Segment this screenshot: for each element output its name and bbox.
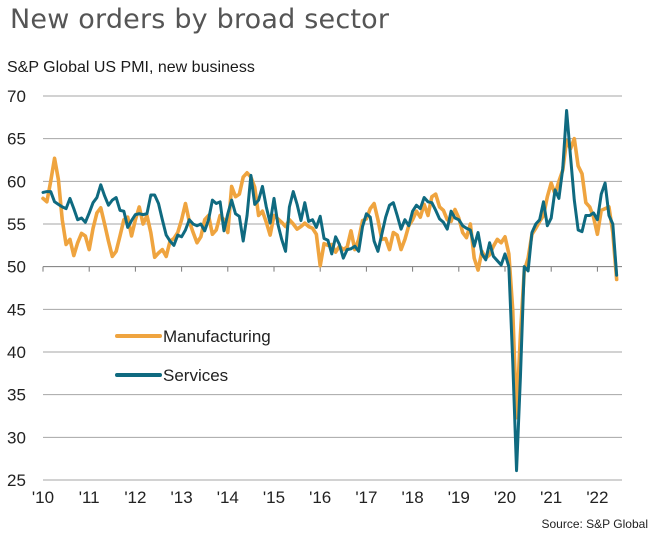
x-tick-label: '15: [263, 488, 285, 507]
y-tick-label: 35: [7, 386, 26, 405]
chart-title: New orders by broad sector: [10, 4, 390, 35]
legend-label-manufacturing: Manufacturing: [163, 327, 271, 346]
x-tick-label: '18: [402, 488, 424, 507]
y-tick-label: 30: [7, 428, 26, 447]
x-tick-label: '11: [79, 488, 100, 507]
x-tick-label: '19: [448, 488, 470, 507]
gridlines: [43, 95, 622, 481]
x-tick-label: '13: [171, 488, 193, 507]
series-lines: [41, 109, 619, 473]
legend: Manufacturing Services: [115, 327, 271, 385]
x-tick-label: '12: [124, 488, 146, 507]
y-axis: 25 30 35 40 45 50 55 60 65 70: [7, 87, 26, 490]
x-tick-label: '16: [309, 488, 331, 507]
chart-subtitle: S&P Global US PMI, new business: [7, 59, 255, 76]
source-note: Source: S&P Global: [541, 517, 648, 531]
x-tick-label: '17: [355, 488, 377, 507]
x-axis: '10 '11 '12 '13 '14 '15 '16 '17 '18 '19 '20 '21 '22: [32, 266, 608, 507]
y-tick-label: 65: [7, 130, 26, 149]
y-tick-label: 40: [7, 343, 26, 362]
x-tick-label: '10: [32, 488, 54, 507]
x-tick-label: '20: [494, 488, 516, 507]
y-tick-label: 70: [7, 87, 26, 106]
y-tick-label: 25: [7, 471, 26, 490]
y-tick-label: 50: [7, 258, 26, 277]
y-tick-label: 45: [7, 300, 26, 319]
x-tick-label: '22: [586, 488, 608, 507]
series-line-services: [41, 109, 619, 473]
legend-label-services: Services: [163, 366, 228, 385]
y-tick-label: 55: [7, 215, 26, 234]
y-tick-label: 60: [7, 172, 26, 191]
x-tick-label: '14: [217, 488, 239, 507]
x-tick-label: '21: [540, 488, 562, 507]
